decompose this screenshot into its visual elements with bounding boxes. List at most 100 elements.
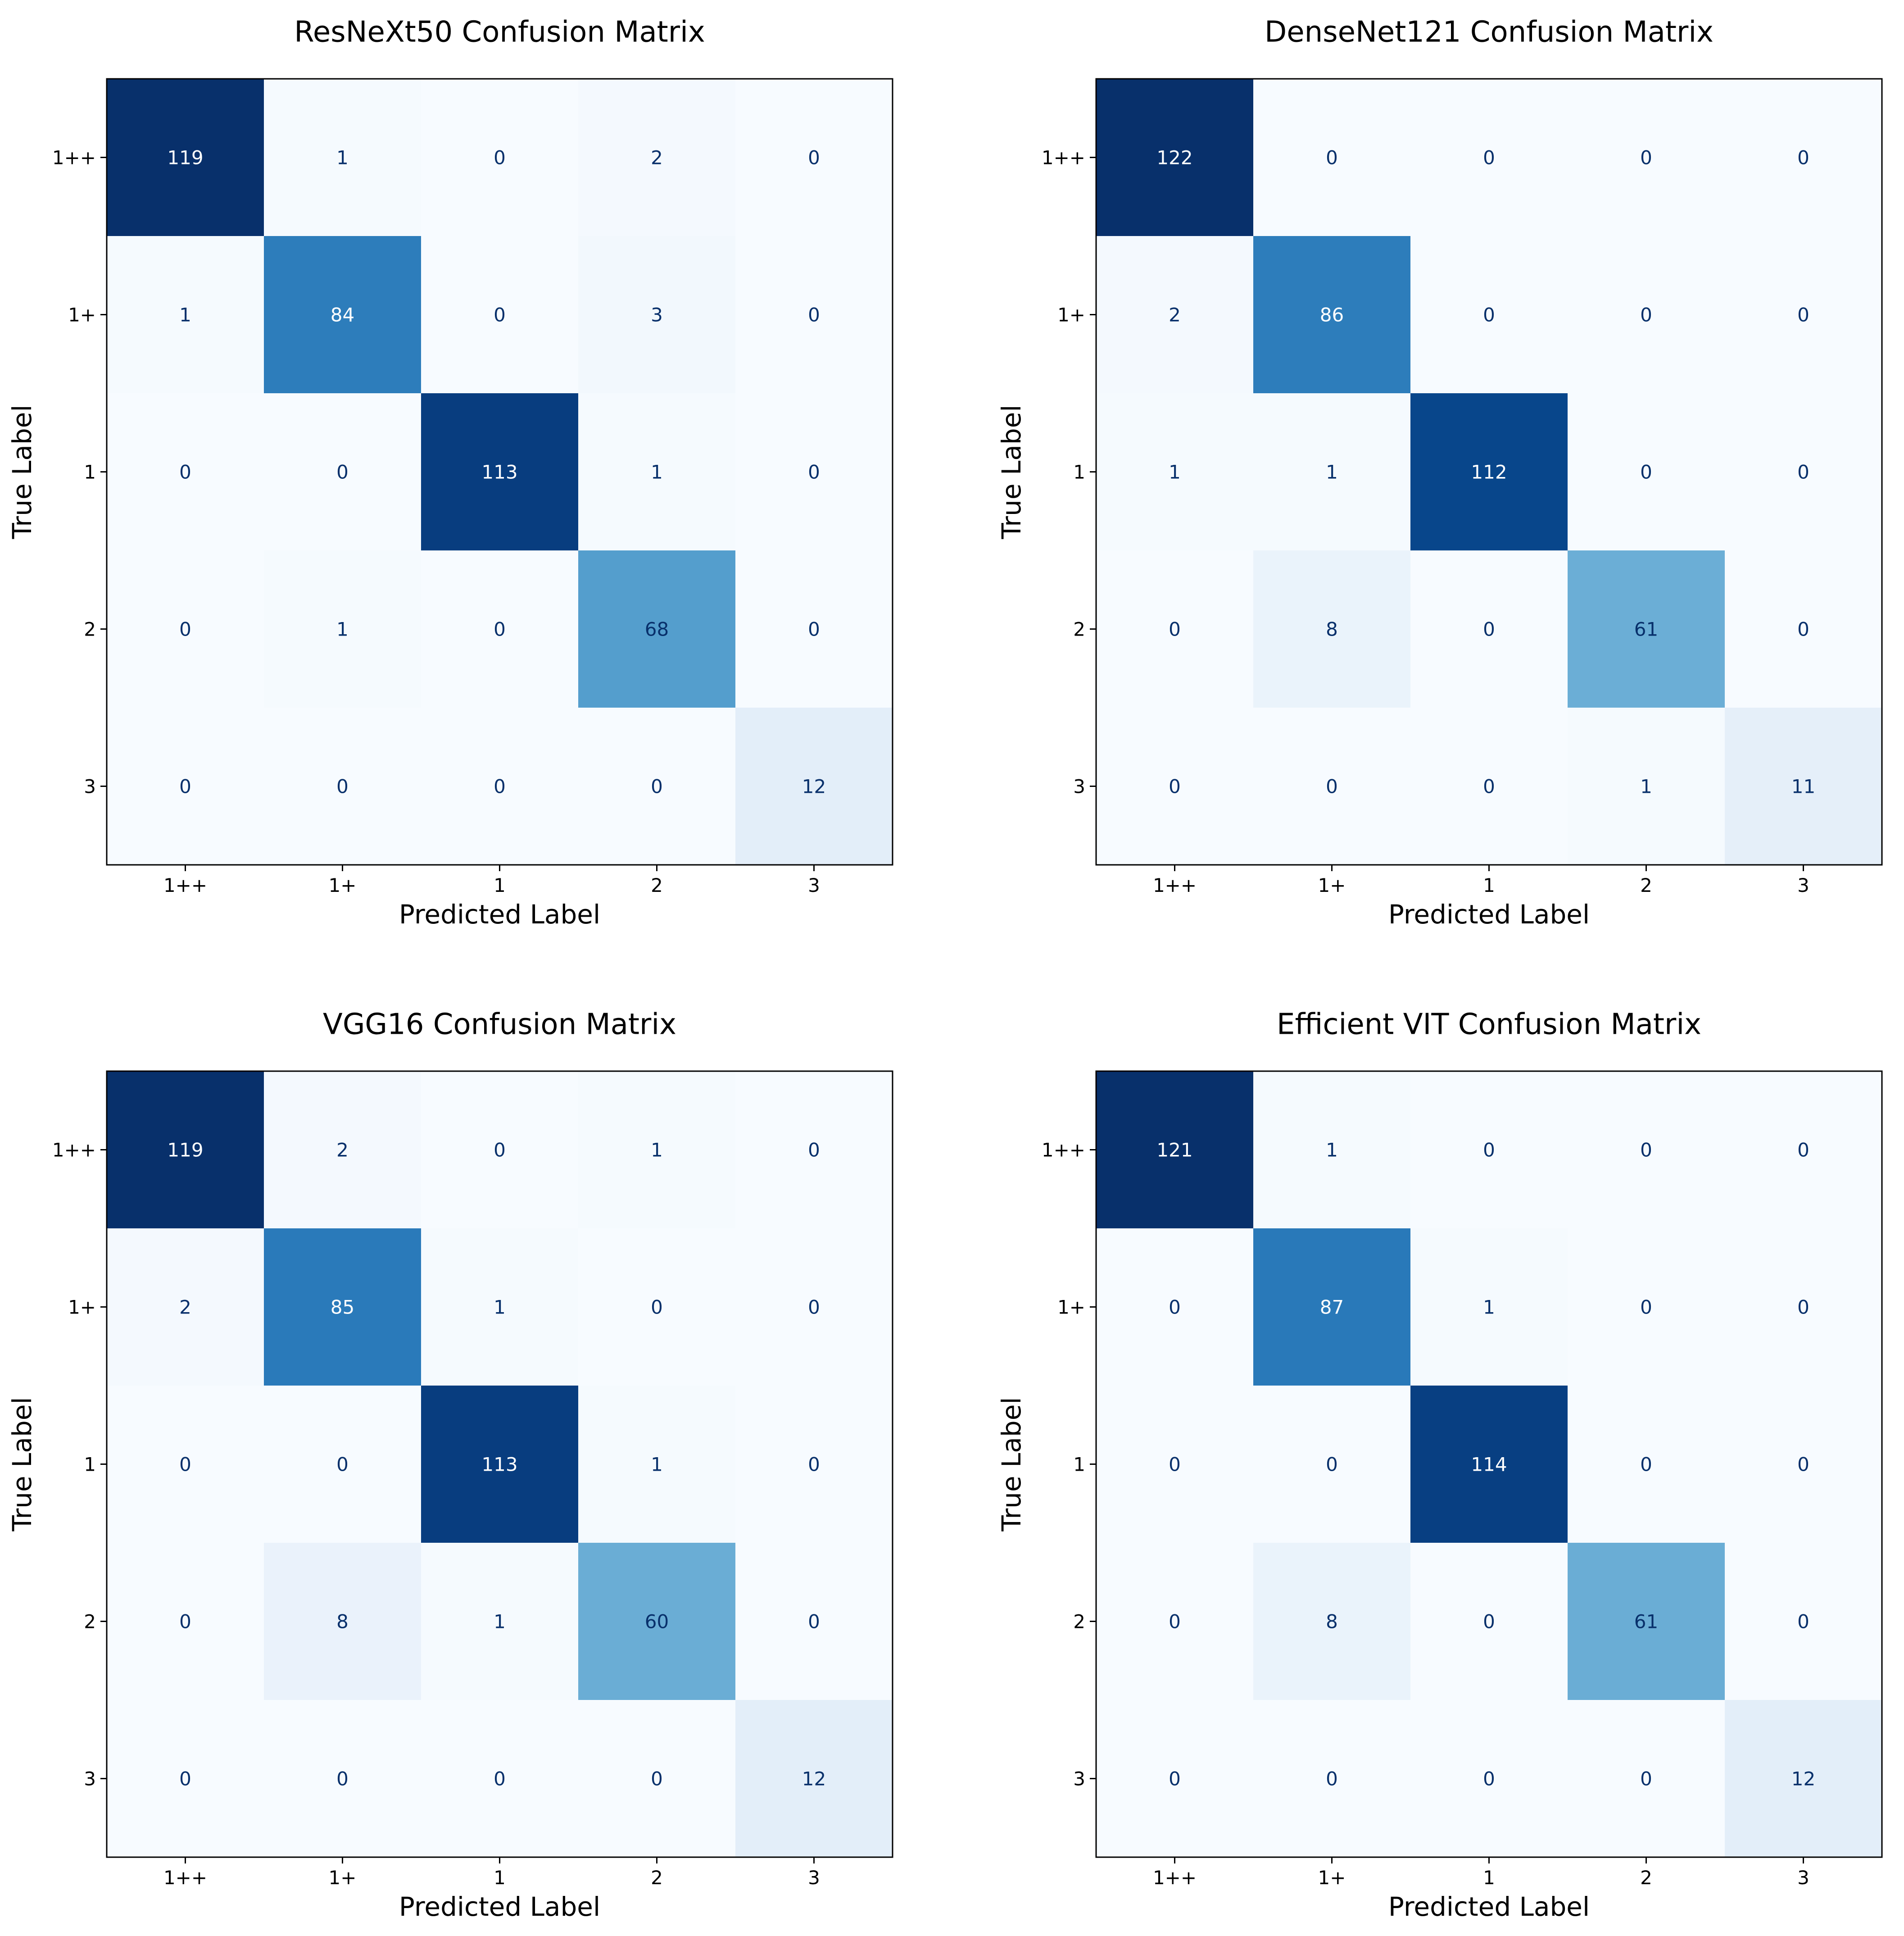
matrix-cell	[578, 236, 736, 394]
x-tick-label: 2	[651, 1867, 663, 1889]
y-tick-label: 1+	[68, 1296, 96, 1318]
matrix-cell	[1253, 236, 1411, 394]
cell-value-label: 0	[1483, 1611, 1495, 1633]
x-tick-label: 1++	[1153, 1867, 1197, 1889]
matrix-cell	[578, 79, 736, 236]
matrix-cell	[107, 393, 264, 551]
y-tick-label: 3	[84, 776, 96, 798]
matrix-cell	[264, 1700, 422, 1858]
matrix-cell	[578, 1543, 736, 1700]
cell-value-label: 0	[1483, 1768, 1495, 1790]
x-tick-label: 3	[1797, 1867, 1809, 1889]
matrix-cell	[1725, 79, 1882, 236]
matrix-cell	[735, 1700, 893, 1858]
cell-value-label: 113	[481, 1454, 517, 1476]
cell-value-label: 0	[1797, 461, 1809, 483]
cell-value-label: 2	[336, 1139, 349, 1161]
matrix-cell	[578, 550, 736, 708]
y-tick-label: 1+	[1057, 1296, 1085, 1318]
cell-value-label: 0	[1483, 1139, 1495, 1161]
cell-value-label: 0	[1169, 1454, 1181, 1476]
x-tick-label: 2	[1640, 1867, 1652, 1889]
cell-value-label: 0	[1640, 147, 1652, 169]
cell-value-label: 61	[1634, 618, 1658, 641]
cell-value-label: 0	[1797, 147, 1809, 169]
matrix-cell	[578, 393, 736, 551]
x-tick-label: 3	[1797, 874, 1809, 896]
cell-value-label: 8	[1326, 618, 1338, 641]
y-tick-label: 1+	[68, 304, 96, 326]
cell-value-label: 0	[1326, 1454, 1338, 1476]
x-tick-label: 2	[1640, 874, 1652, 896]
cell-value-label: 1	[1483, 1296, 1495, 1318]
matrix-cell	[735, 79, 893, 236]
y-tick-label: 2	[1073, 1611, 1085, 1633]
matrix-cell	[1725, 1386, 1882, 1543]
cell-value-label: 0	[1169, 1296, 1181, 1318]
y-tick-label: 3	[1073, 1768, 1085, 1790]
matrix-cell	[264, 393, 422, 551]
x-tick-label: 1+	[1318, 1867, 1346, 1889]
cell-value-label: 0	[494, 1139, 506, 1161]
cell-value-label: 0	[1797, 1454, 1809, 1476]
cell-value-label: 0	[1797, 1296, 1809, 1318]
matrix-cell	[1725, 1700, 1882, 1858]
matrix-cell	[1568, 708, 1725, 865]
x-tick-label: 1+	[1318, 874, 1346, 896]
cell-value-label: 0	[336, 461, 349, 483]
cell-value-label: 0	[808, 147, 820, 169]
x-tick-label: 1+	[329, 1867, 357, 1889]
matrix-cell	[1096, 550, 1254, 708]
chart-title: Efficient VIT Confusion Matrix	[1277, 1008, 1701, 1041]
cell-value-label: 119	[167, 147, 203, 169]
cell-value-label: 119	[167, 1139, 203, 1161]
matrix-cell	[264, 1543, 422, 1700]
cell-value-label: 3	[651, 304, 663, 326]
matrix-cell	[1568, 1071, 1725, 1229]
matrix-cell	[1096, 1386, 1254, 1543]
matrix-cell	[421, 1543, 579, 1700]
cell-value-label: 121	[1156, 1139, 1192, 1161]
matrix-cell	[735, 708, 893, 865]
matrix-cell	[107, 79, 264, 236]
matrix-cell	[421, 708, 579, 865]
x-tick-label: 1	[494, 874, 506, 896]
cell-value-label: 0	[494, 776, 506, 798]
cell-value-label: 0	[808, 1454, 820, 1476]
matrix-cell	[1253, 708, 1411, 865]
cell-value-label: 0	[808, 1296, 820, 1318]
y-axis-label: True Label	[996, 404, 1027, 539]
matrix-cell	[421, 393, 579, 551]
cell-value-label: 0	[1169, 1768, 1181, 1790]
y-tick-label: 2	[84, 618, 96, 641]
cell-value-label: 0	[179, 618, 191, 641]
matrix-cell	[1725, 1228, 1882, 1386]
matrix-cell	[1568, 1228, 1725, 1386]
chart-title: ResNeXt50 Confusion Matrix	[294, 15, 705, 49]
matrix-cell	[1568, 550, 1725, 708]
cell-value-label: 0	[1640, 1454, 1652, 1476]
matrix-cell	[421, 79, 579, 236]
cell-value-label: 8	[1326, 1611, 1338, 1633]
y-tick-label: 3	[1073, 776, 1085, 798]
cell-value-label: 0	[1640, 1296, 1652, 1318]
y-axis-label: True Label	[7, 1397, 37, 1532]
matrix-cell	[421, 1700, 579, 1858]
matrix-cell	[264, 708, 422, 865]
cell-value-label: 0	[1169, 1611, 1181, 1633]
cell-value-label: 0	[494, 618, 506, 641]
matrix-cell	[1725, 708, 1882, 865]
cell-value-label: 0	[1326, 147, 1338, 169]
cell-value-label: 0	[1483, 618, 1495, 641]
cell-value-label: 0	[1640, 304, 1652, 326]
y-tick-label: 1	[84, 461, 96, 483]
matrix-cell	[578, 1071, 736, 1229]
cell-value-label: 0	[651, 776, 663, 798]
cell-value-label: 0	[1797, 1139, 1809, 1161]
matrix-cell	[421, 1386, 579, 1543]
y-tick-label: 1+	[1057, 304, 1085, 326]
matrix-cell	[1096, 79, 1254, 236]
matrix-cell	[107, 550, 264, 708]
matrix-cell	[1568, 1543, 1725, 1700]
cell-value-label: 0	[179, 1454, 191, 1476]
